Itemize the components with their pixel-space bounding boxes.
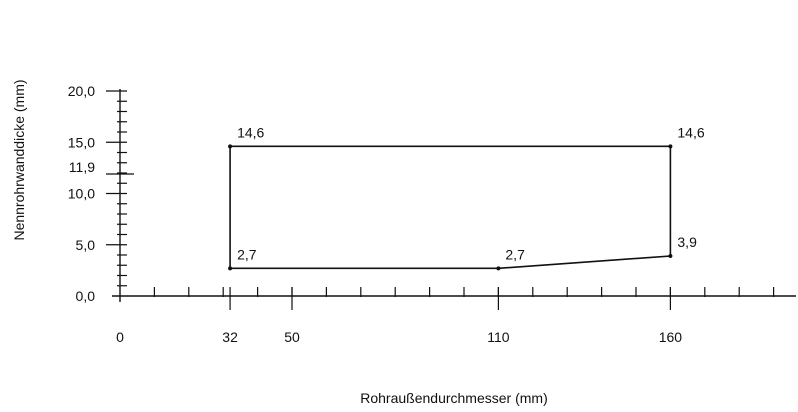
data-point [496,266,501,271]
data-label: 14,6 [677,124,704,140]
y-tick-label: 11,9 [69,159,95,175]
x-tick-label: 32 [222,329,238,345]
series-layer [228,144,673,271]
data-point [228,266,233,271]
x-axis-title: Rohraußendurchmesser (mm) [360,390,548,406]
data-label: 14,6 [237,124,264,140]
x-tick-label: 110 [487,329,510,345]
x-tick-labels: 0 32 50 110 160 [116,329,682,345]
x-axis: 0 32 50 110 160 [112,287,796,345]
y-tick-label: 10,0 [68,186,95,202]
data-point [228,144,233,149]
x-tick-label: 50 [284,329,300,345]
y-axis-title: Nennrohrwanddicke (mm) [11,79,27,240]
data-label: 2,7 [237,246,257,262]
y-axis: 0,0 5,0 10,0 11,9 15,0 20,0 [68,83,134,304]
data-point [668,144,673,149]
y-tick-labels: 0,0 5,0 10,0 11,9 15,0 20,0 [68,83,95,304]
x-minor-ticks [153,287,775,310]
series-line [229,145,672,270]
y-tick-label: 15,0 [68,134,95,150]
y-tick-label: 20,0 [68,83,95,99]
x-tick-label: 0 [116,329,124,345]
y-minor-ticks [106,90,134,287]
point-labels: 14,6 14,6 3,9 2,7 2,7 [237,124,705,262]
y-tick-label: 5,0 [76,237,96,253]
data-label: 3,9 [677,234,697,250]
data-label: 2,7 [505,246,525,262]
y-tick-label: 0,0 [76,288,96,304]
data-point [668,254,673,259]
x-tick-label: 160 [659,329,683,345]
